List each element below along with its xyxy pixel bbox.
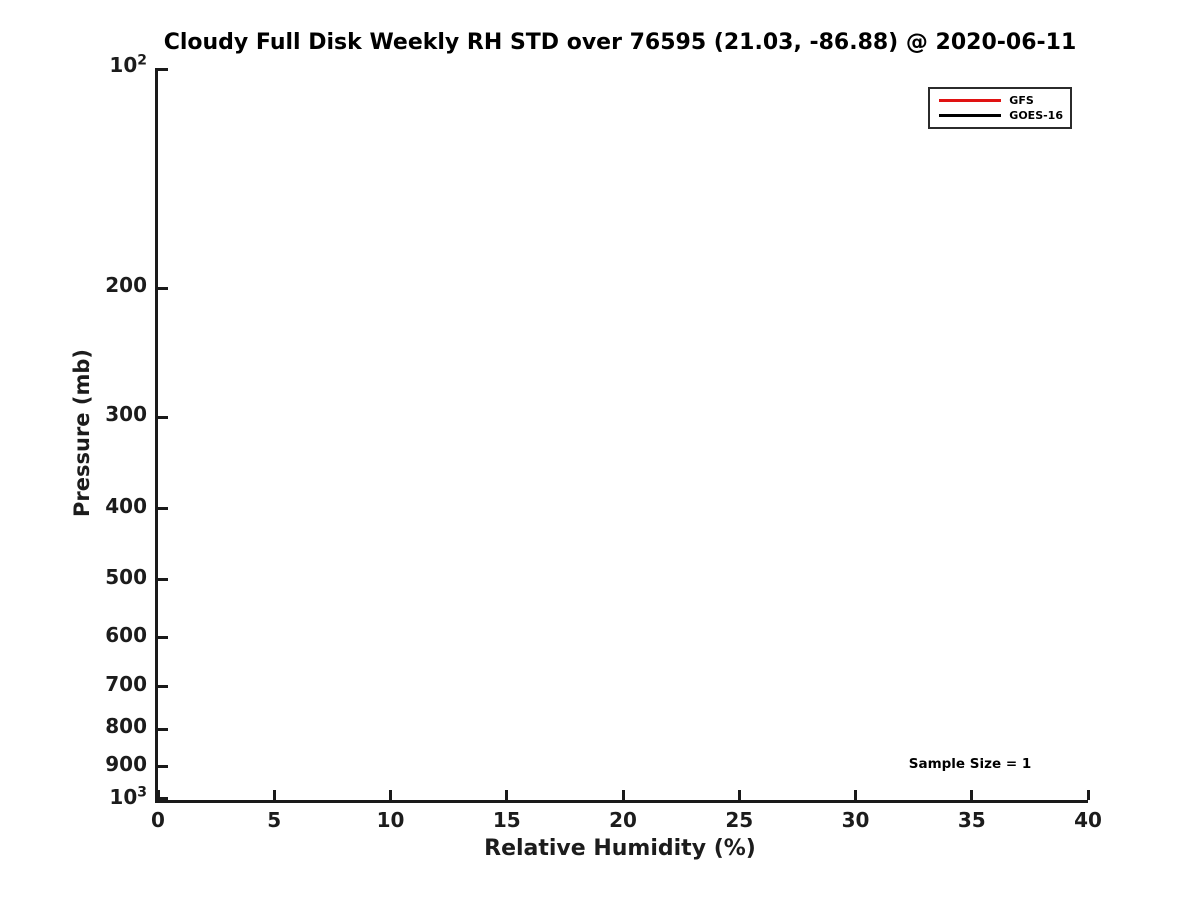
x-tick-mark	[156, 790, 160, 800]
y-tick-label: 200	[105, 273, 147, 298]
legend-line-gfs	[939, 99, 1002, 102]
x-tick-mark	[621, 790, 625, 800]
x-tick-mark	[505, 790, 509, 800]
legend-entry-label: GFS	[1009, 94, 1034, 107]
series-lines	[158, 68, 1088, 800]
y-tick-label: 800	[105, 714, 147, 739]
x-axis-label: Relative Humidity (%)	[484, 836, 756, 861]
legend-entry: GOES-16	[939, 108, 1063, 123]
x-tick-label: 20	[609, 808, 637, 832]
legend: GFS GOES-16	[928, 87, 1072, 129]
y-tick-label: 300	[105, 402, 147, 427]
sample-size-annotation: Sample Size = 1	[908, 756, 1032, 772]
y-tick-label: 500	[105, 564, 147, 589]
chart-title: Cloudy Full Disk Weekly RH STD over 7659…	[163, 30, 1077, 55]
x-tick-label: 40	[1074, 808, 1102, 832]
y-tick-mark	[158, 765, 168, 768]
x-tick-label: 5	[267, 808, 282, 832]
x-tick-label: 15	[492, 808, 521, 832]
y-tick-mark	[158, 286, 168, 290]
x-tick-label: 30	[841, 808, 870, 832]
y-tick-mark	[158, 578, 168, 582]
x-tick-mark	[737, 790, 741, 800]
x-tick-label: 0	[151, 808, 165, 832]
y-tick-label: 102	[109, 52, 147, 77]
y-tick-label: 900	[105, 751, 147, 776]
y-tick-label: 400	[105, 493, 147, 518]
x-tick-label: 25	[725, 808, 754, 832]
x-tick-mark	[272, 790, 276, 800]
x-tick-mark	[389, 790, 392, 800]
y-tick-mark	[158, 727, 168, 731]
y-tick-label: 600	[105, 622, 147, 647]
x-tick-mark	[854, 790, 857, 800]
y-tick-mark	[158, 636, 168, 640]
legend-line-goes-16	[939, 114, 1002, 117]
y-tick-mark	[158, 685, 168, 689]
y-tick-mark	[158, 797, 168, 800]
plot-area: GFS GOES-16 Sample Size = 1 0 5 10 15 20 25 30 3…	[105, 53, 1102, 831]
y-tick-label: 103	[109, 784, 147, 809]
x-tick-mark	[1086, 790, 1090, 800]
x-tick-mark	[970, 790, 974, 800]
y-tick-mark	[158, 415, 168, 419]
x-tick-label: 35	[957, 808, 986, 832]
y-tick-mark	[158, 68, 168, 71]
y-tick-mark	[158, 507, 168, 511]
legend-entry: GFS	[939, 93, 1063, 108]
x-tick-label: 10	[376, 808, 405, 832]
y-tick-label: 700	[105, 671, 147, 696]
legend-entry-label: GOES-16	[1009, 109, 1063, 122]
